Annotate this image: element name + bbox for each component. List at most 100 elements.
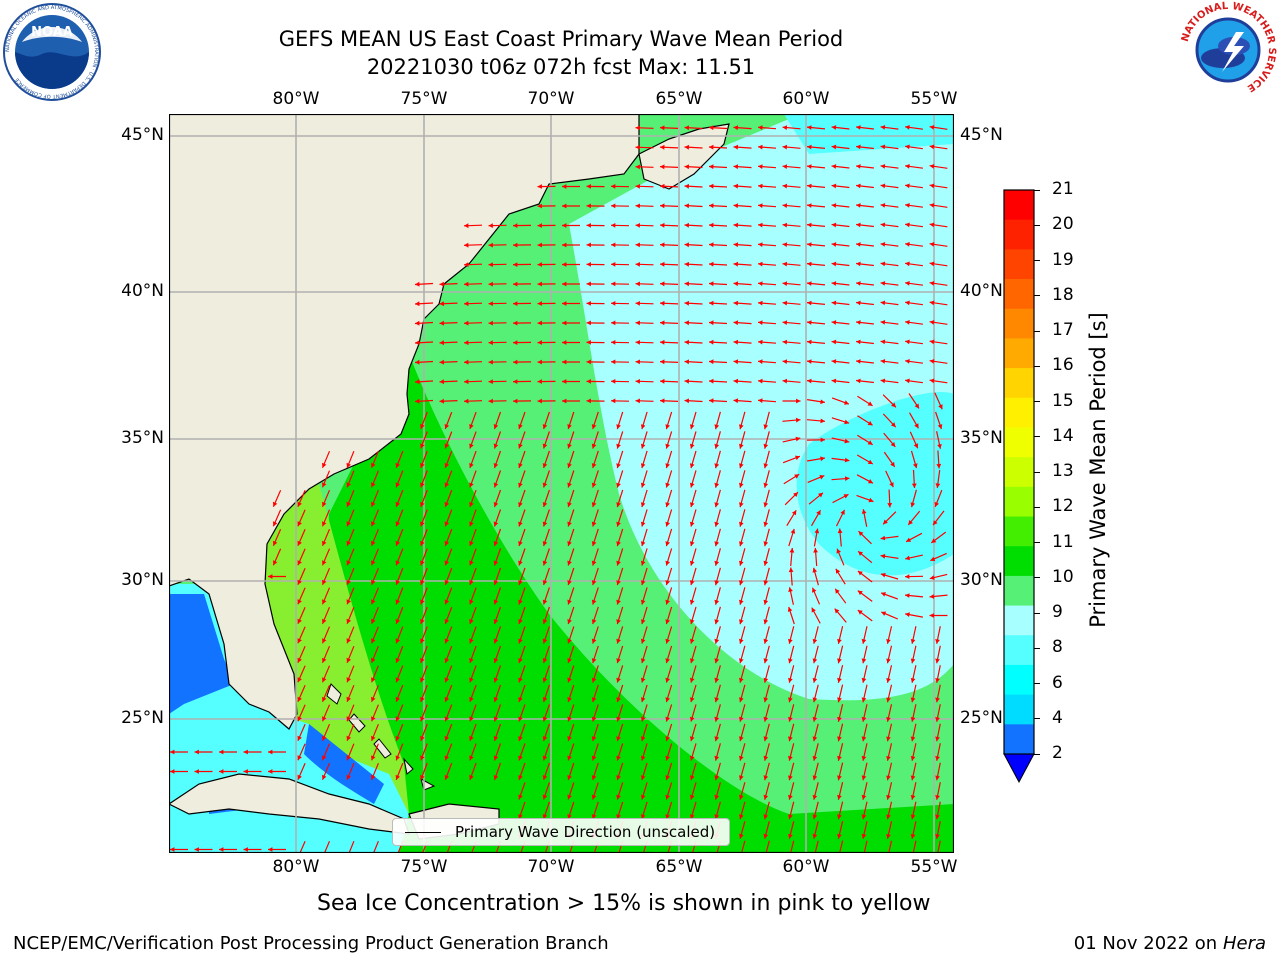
wave-arrow-head <box>763 716 769 722</box>
wave-arrow-head <box>791 510 797 516</box>
wave-arrow-head <box>905 339 910 345</box>
map-legend: Primary Wave Direction (unscaled) <box>392 818 730 846</box>
wave-arrow-head <box>640 482 646 488</box>
wave-arrow-head <box>562 359 567 365</box>
wave-arrow-head <box>444 638 450 644</box>
wave-arrow-head <box>905 593 910 598</box>
wave-arrow-head <box>837 638 842 644</box>
wave-arrow-head <box>464 223 469 229</box>
wave-arrow-head <box>415 359 420 365</box>
colorbar-segment <box>1004 516 1034 547</box>
wave-arrow-head <box>929 261 935 267</box>
wave-arrow-head <box>837 775 842 781</box>
wave-arrow-head <box>714 502 720 508</box>
wave-arrow-head <box>346 716 351 722</box>
wave-arrow-head <box>268 749 273 755</box>
wave-arrow-head <box>420 462 425 468</box>
wave-arrow-head <box>807 144 812 150</box>
wave-arrow <box>839 840 844 853</box>
wave-arrow-head <box>861 814 867 820</box>
wave-arrow-head <box>929 203 935 208</box>
wave-arrow-head <box>586 223 591 228</box>
wave-arrow-head <box>567 463 572 468</box>
wave-arrow-head <box>929 144 935 150</box>
wave-arrow-head <box>420 755 425 761</box>
wave-arrow-head <box>763 482 769 488</box>
wave-arrow-head <box>843 494 849 499</box>
wave-arrow-head <box>714 424 720 430</box>
wave-arrow-head <box>689 560 695 566</box>
sea-ice-note: Sea Ice Concentration > 15% is shown in … <box>317 891 931 916</box>
colorbar-tick-label: 19 <box>1052 249 1074 270</box>
wave-arrow-head <box>616 677 621 683</box>
wave-arrow-head <box>611 223 616 228</box>
wave-arrow-head <box>272 501 278 507</box>
wave-arrow-head <box>837 716 842 722</box>
wave-arrow-head <box>640 716 646 722</box>
wave-arrow-head <box>660 203 665 209</box>
wave-arrow-head <box>415 281 420 287</box>
wave-arrow-head <box>567 638 572 644</box>
wave-arrow-head <box>567 560 572 566</box>
wave-arrow-head <box>660 242 665 248</box>
wave-arrow-head <box>439 398 444 404</box>
wave-arrow-head <box>739 697 744 703</box>
wave-arrow-head <box>886 658 891 664</box>
wave-arrow-head <box>684 242 689 248</box>
wave-arrow-head <box>537 223 542 228</box>
wave-arrow-head <box>586 281 591 287</box>
wave-arrow-head <box>518 677 523 683</box>
wave-arrow-head <box>322 774 327 780</box>
wave-arrow-head <box>567 482 572 488</box>
wave-arrow-head <box>567 755 572 761</box>
wave-arrow-head <box>709 222 714 228</box>
wave-arrow-head <box>733 339 739 345</box>
wave-arrow-head <box>665 599 670 605</box>
wave-arrow-head <box>493 521 499 527</box>
wave-arrow-head <box>616 716 621 722</box>
wave-arrow-head <box>684 378 689 384</box>
wave-arrow-head <box>640 443 646 449</box>
wave-arrow-head <box>929 613 934 618</box>
wave-arrow-head <box>444 697 450 702</box>
wave-arrow-head <box>640 502 646 508</box>
wave-arrow-head <box>346 755 351 761</box>
wave-arrow-head <box>464 242 469 248</box>
colorbar-tick-label: 17 <box>1052 320 1074 340</box>
wave-arrow-head <box>272 560 278 566</box>
wave-arrow-head <box>640 794 646 800</box>
wave-arrow-head <box>910 678 916 683</box>
wave-arrow-head <box>322 638 327 644</box>
wave-arrow-head <box>420 618 425 624</box>
wave-arrow-head <box>788 658 793 664</box>
wave-arrow-head <box>616 619 621 625</box>
wave-arrow-head <box>322 657 327 663</box>
noaa-logo-icon: NOAA NATIONAL OCEANIC AND ATMOSPHERIC AD… <box>3 3 101 101</box>
wave-arrow-head <box>591 424 597 430</box>
wave-arrow-head <box>444 443 450 449</box>
wave-arrow-head <box>910 756 916 761</box>
wave-arrow-head <box>861 638 867 644</box>
wave-arrow-head <box>831 144 837 150</box>
wave-arrow-head <box>518 814 523 819</box>
wave-arrow-head <box>616 541 621 547</box>
wave-arrow-head <box>586 359 591 365</box>
wave-arrow-head <box>346 482 351 488</box>
wave-arrow-head <box>758 183 763 189</box>
wave-arrow-head <box>513 281 518 287</box>
wave-arrow-head <box>542 794 548 800</box>
latitude-label-left: 35°N <box>121 428 164 448</box>
wave-arrow-head <box>640 677 646 683</box>
wave-arrow <box>299 840 306 853</box>
wave-arrow-head <box>684 222 689 228</box>
wave-arrow-head <box>831 378 837 384</box>
wave-arrow-head <box>935 756 940 761</box>
graticule <box>169 114 954 853</box>
wave-arrow-head <box>837 677 842 683</box>
bahamas-period-2-area <box>304 724 384 804</box>
wave-arrow-head <box>660 281 665 287</box>
wave-arrow-head <box>881 611 887 616</box>
wave-arrow-head <box>493 424 499 429</box>
wave-arrow-head <box>758 164 763 169</box>
wave-arrow-head <box>788 638 793 644</box>
